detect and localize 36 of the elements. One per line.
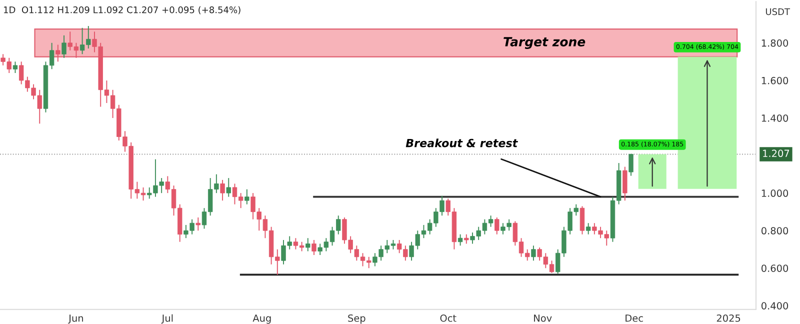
y-tick-label: 0.600 (762, 264, 788, 272)
candlestick (580, 206, 585, 235)
chart-title: 1D O1.112 H1.209 L1.092 C1.207 +0.095 (+8.54%) (4, 6, 240, 14)
x-tick-label: 2025 (716, 314, 740, 322)
x-tick-label: Sep (348, 314, 366, 324)
candlestick (312, 239, 316, 256)
candlestick (586, 222, 591, 235)
candlestick (62, 34, 66, 58)
candlestick (531, 245, 536, 262)
candlestick (628, 153, 634, 176)
x-tick-label: Oct (440, 314, 456, 322)
candlestick (306, 238, 310, 252)
ref-line-label: 1.207 (763, 150, 790, 158)
annotation: Breakout & retest (406, 138, 518, 148)
y-tick-label: 1.800 (762, 39, 788, 47)
y-tick-label: 1.400 (762, 114, 788, 122)
candlestick (196, 216, 200, 232)
y-tick-label: 0.800 (762, 227, 788, 234)
x-tick-label: Aug (252, 314, 271, 324)
x-tick-label: Jul (161, 314, 173, 324)
x-tick-label: Dec (626, 314, 643, 322)
candlestick (12, 61, 18, 74)
band-label: Target zone (504, 37, 586, 49)
candlestick (622, 166, 628, 202)
y-tick-label: 1.000 (762, 190, 788, 197)
candlestick (458, 234, 463, 246)
y-tick-label: 0.400 (762, 302, 788, 310)
candlestick (226, 178, 231, 198)
candlestick (494, 216, 500, 235)
candlestick (244, 188, 250, 205)
candlestick (220, 179, 225, 202)
y-axis-title: USDT (766, 8, 790, 16)
y-tick-label: 1.600 (762, 76, 788, 84)
x-tick-label: Nov (534, 314, 552, 322)
candlestick (464, 234, 469, 244)
x-tick-label: Jun (68, 314, 83, 324)
